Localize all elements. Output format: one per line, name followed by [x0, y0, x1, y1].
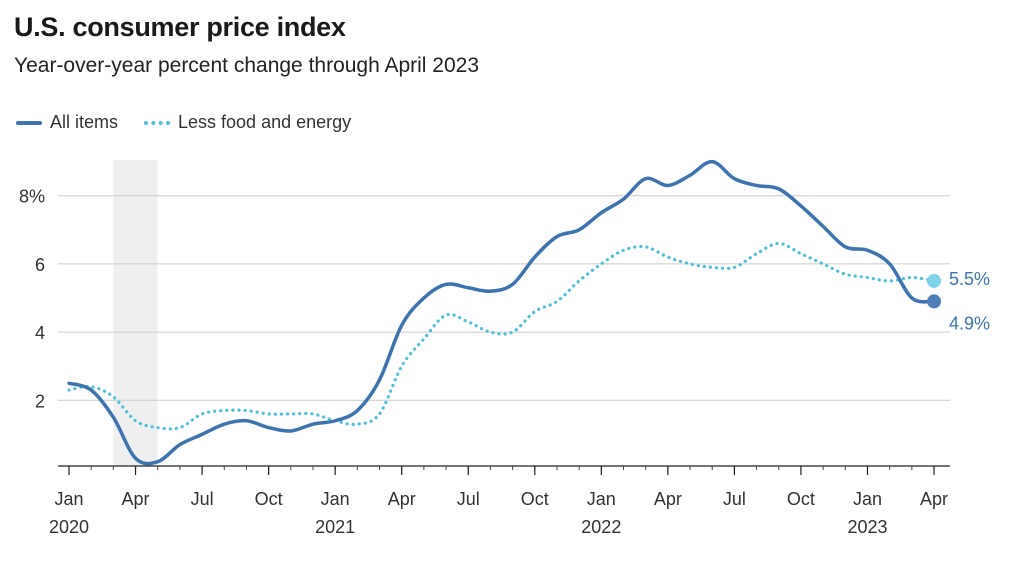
legend-dotted-line-icon: [144, 120, 171, 125]
x-tick-label: Jan: [54, 489, 83, 509]
legend: All items Less food and energy: [16, 112, 377, 133]
y-tick-label: 2: [35, 391, 45, 411]
y-tick-label: 6: [35, 255, 45, 275]
series-line-all-items: [67, 159, 936, 466]
end-point-all-items: [927, 294, 942, 309]
x-tick-label: Oct: [255, 489, 283, 509]
legend-solid-line-icon: [16, 120, 42, 125]
recession-shading: [113, 160, 158, 466]
x-tick-label: Apr: [654, 489, 682, 509]
chart-subtitle: Year-over-year percent change through Ap…: [14, 54, 480, 77]
legend-item-all-items: All items: [16, 112, 118, 133]
end-label-less-food-and-energy: 5.5%: [949, 269, 990, 289]
legend-item-core: Less food and energy: [144, 112, 351, 133]
x-tick-label: Jul: [191, 489, 214, 509]
x-tick-label: Jul: [723, 489, 746, 509]
x-tick-label: Apr: [920, 489, 948, 509]
x-tick-label: Jan: [321, 489, 350, 509]
x-tick-label: Oct: [521, 489, 549, 509]
y-tick-label: 4: [35, 323, 45, 343]
end-point-less-food-and-energy: [927, 273, 942, 288]
y-tick-label: 8%: [19, 187, 45, 207]
x-tick-label: Oct: [787, 489, 815, 509]
x-tick-year-label: 2021: [315, 517, 355, 537]
legend-label-all-items: All items: [50, 112, 119, 132]
x-tick-year-label: 2023: [847, 517, 887, 537]
series-line-less-food-and-energy: [67, 241, 936, 431]
legend-label-core: Less food and energy: [178, 112, 352, 132]
x-tick-year-label: 2020: [49, 517, 89, 537]
x-tick-label: Jul: [457, 489, 480, 509]
x-tick-label: Apr: [388, 489, 416, 509]
x-tick-label: Apr: [122, 489, 150, 509]
x-tick-label: Jan: [853, 489, 882, 509]
x-tick-year-label: 2022: [581, 517, 621, 537]
x-tick-label: Jan: [587, 489, 616, 509]
end-label-all-items: 4.9%: [949, 313, 990, 333]
chart-title: U.S. consumer price index: [14, 12, 346, 42]
